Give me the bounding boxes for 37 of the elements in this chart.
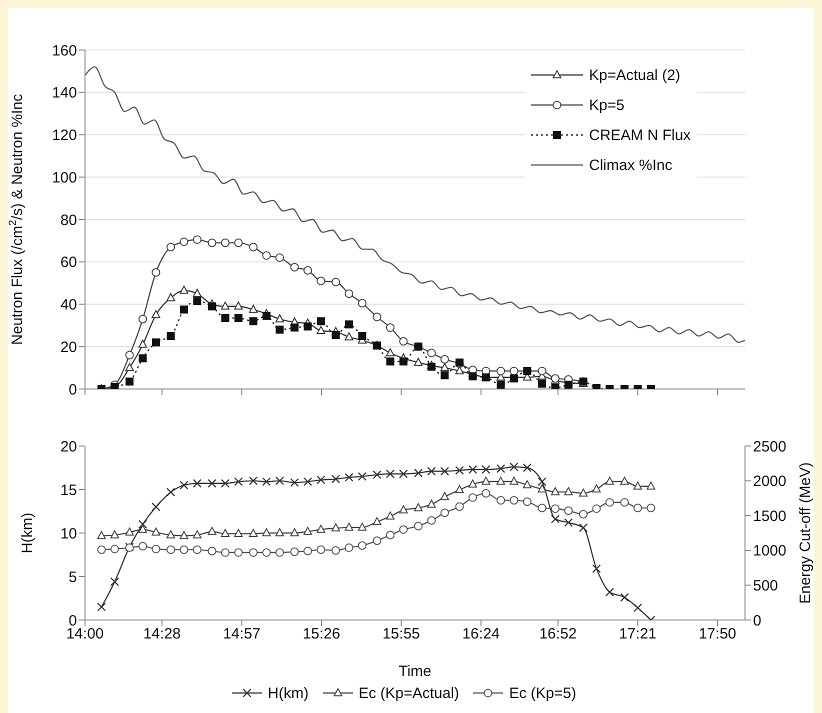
y2-tick-label: 1000 bbox=[753, 542, 786, 560]
y-tick-label: 20 bbox=[60, 338, 77, 356]
y-tick-label: 0 bbox=[68, 381, 77, 398]
legend-label: CREAM N Flux bbox=[589, 126, 691, 144]
y2-tick-label: 2000 bbox=[753, 473, 786, 490]
y2-axis-title: Energy Cut-off (MeV) bbox=[797, 462, 814, 604]
y-tick-label: 15 bbox=[60, 482, 77, 499]
x-tick-label: 15:26 bbox=[302, 626, 340, 643]
y-tick-label: 140 bbox=[52, 84, 77, 102]
x-tick-label: 16:52 bbox=[539, 626, 577, 643]
y2-tick-label: 500 bbox=[753, 578, 778, 595]
y2-tick-label: 1500 bbox=[753, 508, 786, 525]
y-tick-label: 160 bbox=[52, 42, 77, 60]
y-tick-label: 60 bbox=[60, 254, 77, 272]
legend-label: H(km) bbox=[268, 684, 309, 702]
legend-label: Ec (Kp=5) bbox=[509, 684, 576, 702]
y-tick-label: 20 bbox=[60, 438, 77, 456]
x-axis-title: Time bbox=[398, 663, 432, 680]
x-tick-label: 17:21 bbox=[618, 626, 657, 643]
y-tick-label: 40 bbox=[60, 296, 77, 314]
legend-label: Ec (Kp=Actual) bbox=[358, 684, 460, 702]
x-tick-label: 14:28 bbox=[143, 626, 181, 643]
y2-tick-label: 2500 bbox=[753, 438, 786, 456]
y2-tick-label: 0 bbox=[753, 612, 762, 630]
legend-label: Kp=5 bbox=[589, 96, 624, 114]
x-tick-label: 14:57 bbox=[222, 626, 261, 643]
x-tick-label: 16:24 bbox=[462, 626, 500, 643]
y-tick-label: 10 bbox=[60, 525, 77, 542]
legend-label: Kp=Actual (2) bbox=[589, 66, 680, 84]
x-tick-label: 15:55 bbox=[382, 626, 420, 643]
legend-label: Climax %Inc bbox=[589, 156, 672, 174]
y-tick-label: 100 bbox=[52, 169, 77, 186]
y-tick-label: 120 bbox=[52, 127, 77, 144]
y-tick-label: 5 bbox=[68, 568, 77, 586]
y-tick-label: 80 bbox=[60, 212, 77, 229]
y-axis-title: H(km) bbox=[19, 512, 36, 554]
x-tick-label: 17:50 bbox=[698, 626, 736, 643]
